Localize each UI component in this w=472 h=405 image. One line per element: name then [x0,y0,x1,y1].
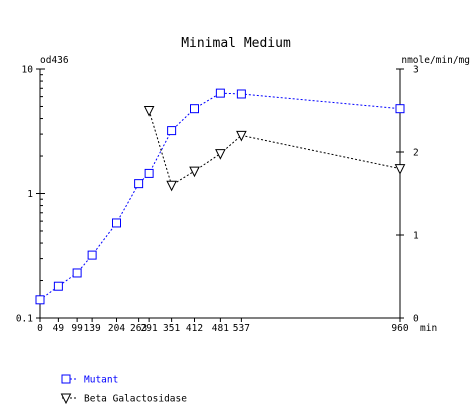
x-tick-label: 291 [141,323,158,334]
x-tick-label: 537 [233,323,250,334]
legend-label: Beta Galactosidase [84,394,187,405]
data-point-square [395,104,405,114]
x-tick-label: 139 [84,323,101,334]
data-point-triangle [189,166,200,178]
x-tick-label: 49 [53,323,65,334]
data-point-square [190,104,199,114]
data-point-square [134,179,144,189]
x-tick-label: 412 [186,323,203,334]
data-point-triangle [215,149,226,160]
series-line [39,92,401,301]
data-point-triangle [166,180,177,192]
data-point-square [215,88,225,98]
legend: Mutant Beta Galactosidase [60,374,187,405]
x-tick-label: 960 [391,323,408,334]
data-point-square [72,268,82,278]
x-axis-label: min [420,323,437,334]
data-point-square [167,126,177,136]
chart-title: Minimal Medium [181,36,291,51]
y-left-tick-label: 0.1 [16,314,33,325]
data-point-square [144,168,154,178]
data-point-triangle [236,130,247,142]
x-tick-label: 99 [71,323,83,334]
series-line [148,110,401,186]
y-right-tick-label: 0 [413,314,419,325]
data-point-triangle [394,164,406,175]
x-tick-label: 204 [108,323,125,334]
y-axis-right-label: nmole/min/mg [401,55,470,66]
data-point-square [112,218,121,228]
y-right-tick-label: 3 [413,65,419,76]
legend-marker-triangle [60,393,72,405]
y-right-tick-label: 2 [413,148,419,159]
data-point-square [87,250,97,260]
y-right-tick-label: 1 [413,231,419,242]
y-axis-left-label: od436 [40,55,69,66]
x-tick-label: 263 [130,323,147,334]
data-point-square [35,295,45,305]
data-point-triangle [143,106,155,117]
x-tick-label: 0 [37,323,43,334]
x-tick-label: 481 [212,323,229,334]
y-left-tick-label: 1 [27,189,33,200]
legend-label: Mutant [84,375,118,386]
data-point-square [236,89,246,99]
x-tick-label: 351 [163,323,180,334]
legend-marker-square [61,374,71,384]
y-left-tick-label: 10 [22,65,34,76]
data-point-square [53,281,63,291]
series-layer [35,88,406,305]
